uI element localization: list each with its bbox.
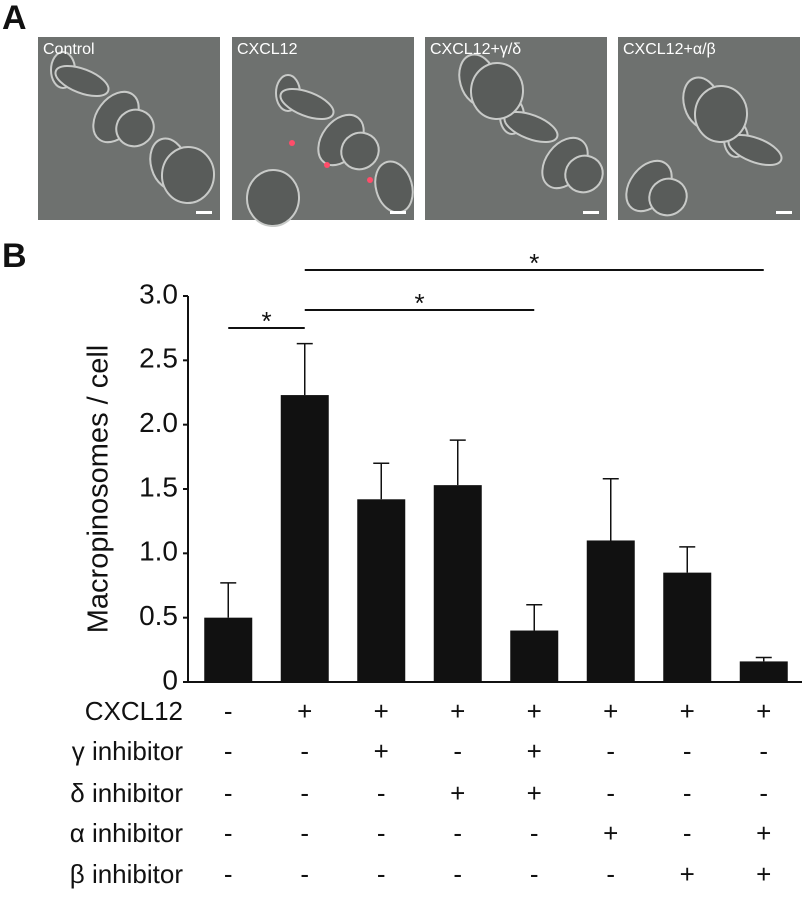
- cell: [115, 108, 155, 148]
- cell: [693, 85, 749, 143]
- y-tick-label: 2.0: [139, 407, 178, 438]
- condition-value: +: [756, 818, 771, 848]
- bar: [433, 485, 482, 682]
- error-bar: [449, 439, 466, 486]
- condition-value: -: [453, 818, 462, 848]
- significance-label: *: [529, 248, 539, 278]
- condition-value: +: [603, 818, 618, 848]
- bar: [663, 572, 712, 682]
- macropinosome: [324, 162, 330, 168]
- image-label: CXCL12: [237, 41, 298, 58]
- condition-value: -: [377, 859, 386, 889]
- scale-bar: [776, 211, 792, 214]
- bar: [280, 395, 329, 682]
- condition-value: -: [606, 859, 615, 889]
- error-bar: [296, 342, 313, 396]
- condition-value: -: [683, 818, 692, 848]
- condition-value: -: [759, 778, 768, 808]
- condition-value: -: [530, 859, 539, 889]
- condition-value: -: [224, 859, 233, 889]
- cell: [564, 154, 604, 194]
- error-bar: [679, 546, 696, 573]
- error-bar: [373, 462, 390, 500]
- condition-label: CXCL12: [85, 696, 183, 726]
- y-tick-label: 0.5: [139, 600, 178, 631]
- significance-label: *: [414, 288, 424, 318]
- cell: [279, 87, 335, 121]
- condition-value: -: [224, 818, 233, 848]
- bar: [739, 661, 788, 682]
- condition-value: +: [603, 696, 618, 726]
- error-bar: [755, 656, 772, 662]
- image-label: Control: [43, 41, 95, 58]
- error-bar: [602, 477, 619, 541]
- scale-bar: [390, 211, 406, 214]
- y-tick-label: 1.0: [139, 536, 178, 567]
- significance-label: *: [261, 306, 271, 336]
- cell: [54, 64, 110, 98]
- cell: [245, 169, 301, 227]
- scale-bar: [583, 211, 599, 214]
- error-bar: [526, 604, 543, 631]
- condition-value: -: [300, 859, 309, 889]
- image-label: CXCL12+α/β: [623, 41, 716, 58]
- error-bar: [220, 582, 237, 618]
- panel-letter: B: [2, 237, 27, 275]
- condition-value: -: [453, 859, 462, 889]
- condition-value: +: [527, 696, 542, 726]
- condition-value: +: [680, 859, 695, 889]
- condition-value: -: [224, 736, 233, 766]
- condition-value: -: [606, 736, 615, 766]
- bar: [204, 617, 253, 682]
- condition-value: -: [683, 736, 692, 766]
- scale-bar: [196, 211, 212, 214]
- y-tick-label: 0: [162, 664, 178, 695]
- condition-label: β inhibitor: [70, 859, 184, 889]
- cell: [160, 146, 216, 204]
- condition-value: -: [453, 736, 462, 766]
- cell: [469, 62, 525, 120]
- condition-value: -: [300, 778, 309, 808]
- macropinosome: [367, 177, 373, 183]
- condition-value: +: [527, 778, 542, 808]
- macropinosome: [289, 140, 295, 146]
- y-tick-label: 2.5: [139, 343, 178, 374]
- condition-value: +: [374, 696, 389, 726]
- bar: [510, 630, 559, 682]
- condition-value: -: [530, 818, 539, 848]
- y-tick-label: 1.5: [139, 471, 178, 502]
- condition-value: +: [680, 696, 695, 726]
- y-axis-label: Macropinosomes / cell: [83, 345, 115, 634]
- image-label: CXCL12+γ/δ: [430, 41, 521, 58]
- condition-label: γ inhibitor: [72, 736, 184, 766]
- condition-value: +: [374, 736, 389, 766]
- condition-value: +: [756, 859, 771, 889]
- condition-label: δ inhibitor: [70, 778, 183, 808]
- condition-label: α inhibitor: [70, 818, 184, 848]
- condition-value: -: [224, 778, 233, 808]
- condition-value: +: [756, 696, 771, 726]
- condition-value: -: [377, 818, 386, 848]
- condition-value: -: [606, 778, 615, 808]
- condition-value: -: [224, 696, 233, 726]
- bar: [357, 499, 406, 682]
- condition-value: +: [450, 778, 465, 808]
- condition-value: +: [297, 696, 312, 726]
- condition-value: +: [527, 736, 542, 766]
- panel-letter: A: [2, 0, 27, 37]
- cell: [340, 131, 380, 171]
- y-tick-label: 3.0: [139, 278, 178, 309]
- condition-value: -: [300, 736, 309, 766]
- condition-value: +: [450, 696, 465, 726]
- condition-value: -: [300, 818, 309, 848]
- cell: [648, 177, 688, 217]
- condition-value: -: [759, 736, 768, 766]
- condition-value: -: [377, 778, 386, 808]
- condition-value: -: [683, 778, 692, 808]
- bar: [586, 540, 635, 682]
